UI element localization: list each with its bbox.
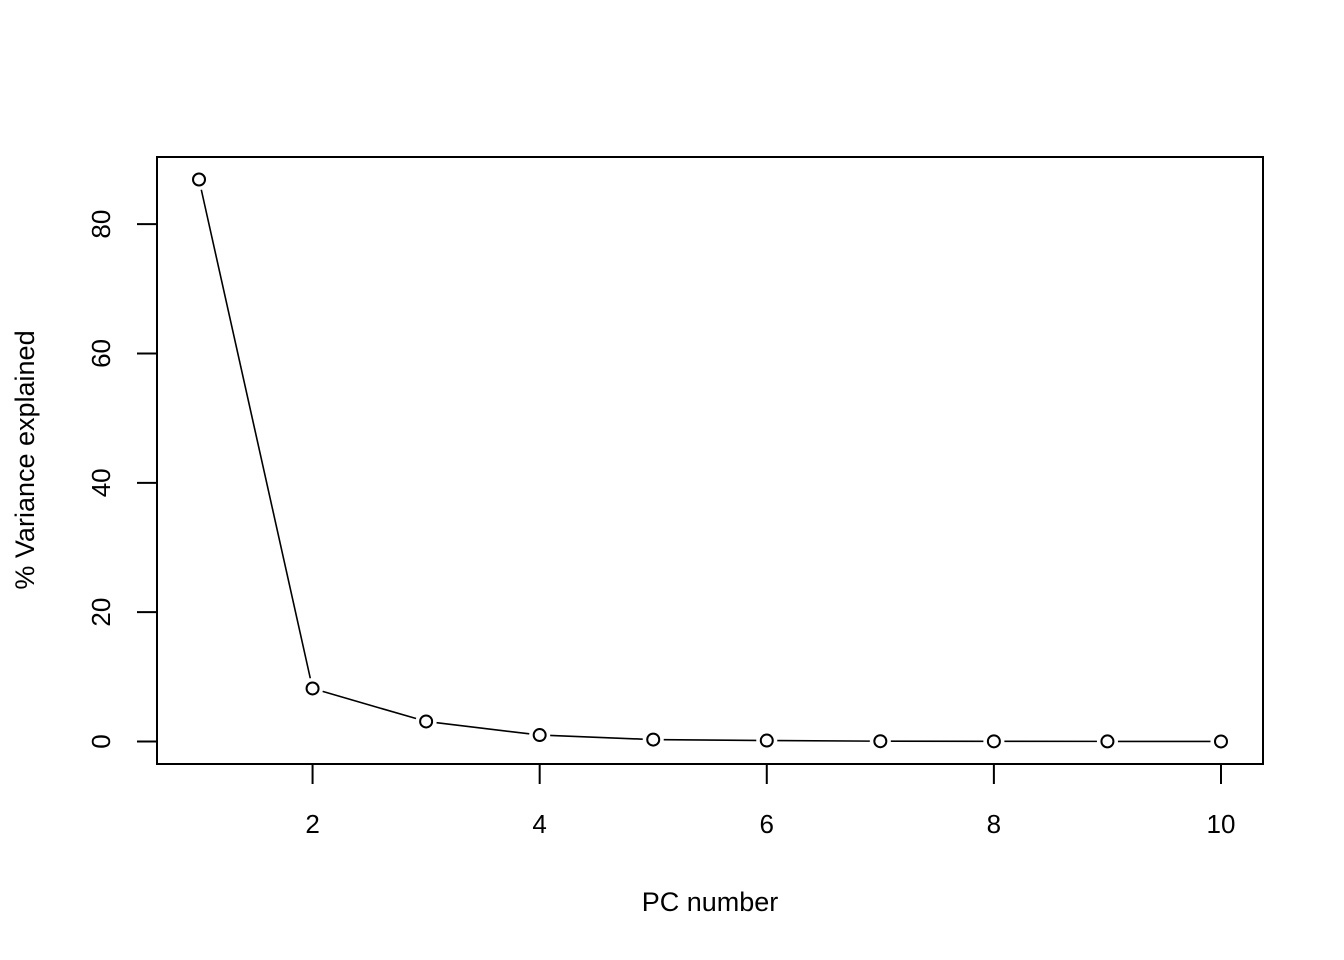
- x-tick-label: 2: [305, 809, 319, 839]
- series-line-segment: [322, 690, 417, 720]
- data-point: [986, 734, 1001, 749]
- y-tick-label: 60: [86, 339, 116, 368]
- x-axis: 2 4 6 8 10: [305, 763, 1236, 839]
- data-point: [419, 714, 434, 729]
- plot-frame: [156, 156, 1264, 765]
- y-tick-label: 0: [86, 734, 116, 748]
- data-layer: [192, 172, 1228, 749]
- y-axis-title: % Variance explained: [10, 330, 40, 589]
- series-line-segment: [663, 738, 757, 742]
- data-point: [532, 728, 547, 743]
- series-line-segment: [777, 739, 870, 742]
- data-point: [1213, 734, 1228, 749]
- data-point: [646, 732, 661, 747]
- data-point: [1100, 734, 1115, 749]
- data-point: [873, 734, 888, 749]
- y-tick-label: 80: [86, 210, 116, 239]
- y-tick-label: 20: [86, 598, 116, 627]
- x-tick-label: 4: [532, 809, 546, 839]
- y-tick-label: 40: [86, 468, 116, 497]
- data-point: [759, 733, 774, 748]
- data-point: [305, 681, 320, 696]
- series-line-segment: [436, 721, 530, 735]
- x-tick-label: 6: [760, 809, 774, 839]
- y-axis: 0 20 40 60 80: [86, 210, 158, 749]
- x-axis-title: PC number: [642, 887, 779, 917]
- series-line-segment: [550, 734, 643, 740]
- x-tick-label: 10: [1207, 809, 1236, 839]
- data-point: [192, 172, 207, 187]
- series-line-segment: [200, 189, 312, 679]
- x-tick-label: 8: [987, 809, 1001, 839]
